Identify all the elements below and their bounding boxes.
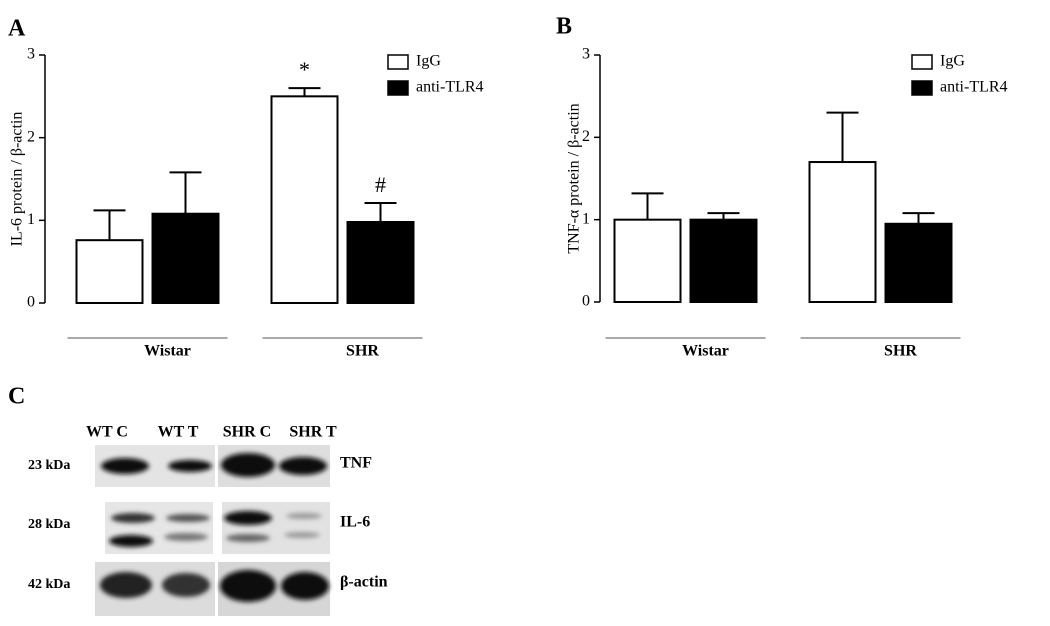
x-group-label: SHR: [884, 343, 917, 360]
x-group-label: SHR: [346, 343, 379, 360]
bar: [270, 95, 339, 305]
y-tick-label: 3: [27, 46, 35, 63]
legend-swatch: [911, 80, 933, 96]
y-tick-label: 2: [582, 128, 590, 145]
annotation: #: [375, 172, 386, 197]
marker-label: 42 kDa: [28, 577, 70, 592]
bar: [613, 218, 682, 304]
legend-label: IgG: [416, 53, 441, 70]
protein-label: β-actin: [340, 574, 388, 591]
bar: [884, 222, 953, 304]
legend-swatch: [911, 54, 933, 70]
y-axis-label: IL-6 protein / β-actin: [9, 112, 26, 247]
x-group-label: Wistar: [682, 343, 729, 360]
y-tick-label: 0: [582, 293, 590, 310]
legend-label: IgG: [940, 53, 965, 70]
lane-label: SHR C: [223, 424, 271, 441]
lane-label: SHR T: [289, 424, 337, 441]
panel-label: B: [556, 14, 572, 40]
blot-image: [95, 445, 330, 616]
legend-label: anti-TLR4: [940, 79, 1008, 96]
bar: [689, 218, 758, 304]
legend-swatch: [387, 80, 409, 96]
lane-label: WT C: [86, 424, 128, 441]
x-group-label: Wistar: [144, 343, 191, 360]
bar: [75, 239, 144, 305]
y-tick-label: 0: [27, 294, 35, 311]
bar: [808, 161, 877, 303]
y-axis-label: TNF-α protein / β-actin: [566, 103, 583, 253]
panel-label: A: [8, 16, 26, 42]
bar: [346, 220, 415, 304]
protein-label: IL-6: [340, 514, 370, 531]
marker-label: 23 kDa: [28, 458, 70, 473]
y-tick-label: 1: [582, 210, 590, 227]
legend-label: anti-TLR4: [416, 79, 484, 96]
y-tick-label: 3: [582, 46, 590, 63]
annotation: *: [299, 57, 310, 82]
panel-label: C: [8, 384, 25, 410]
legend-swatch: [387, 54, 409, 70]
bar: [151, 212, 220, 304]
y-tick-label: 1: [27, 211, 35, 228]
marker-label: 28 kDa: [28, 517, 70, 532]
y-tick-label: 2: [27, 128, 35, 145]
lane-label: WT T: [158, 424, 199, 441]
protein-label: TNF: [340, 455, 372, 472]
